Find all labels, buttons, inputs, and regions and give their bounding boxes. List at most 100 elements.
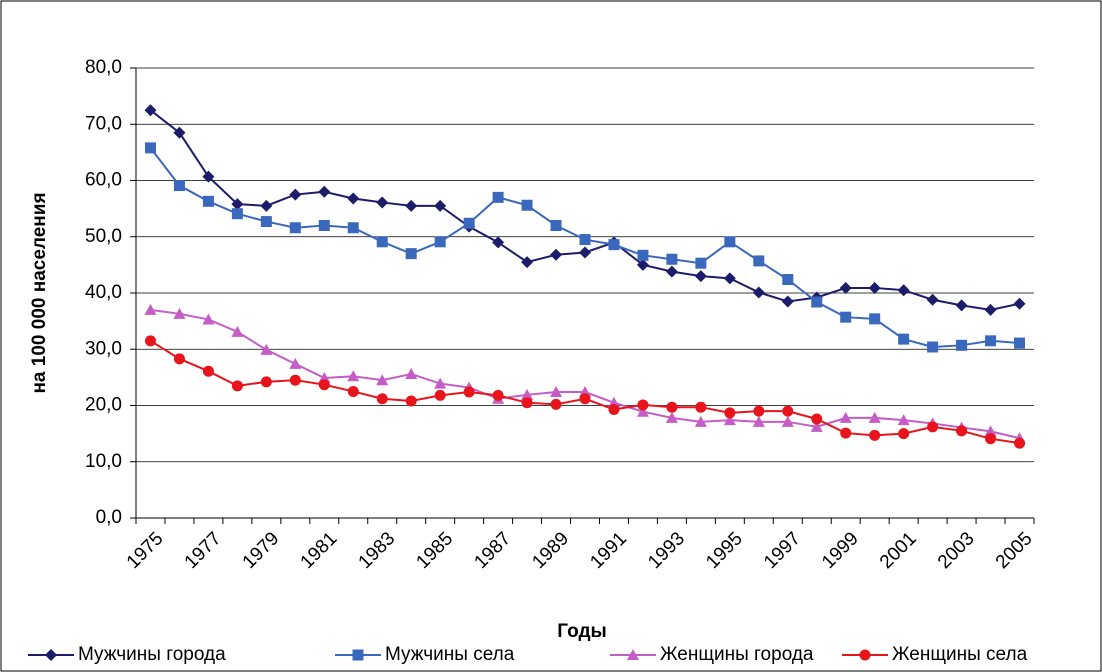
data-point: [289, 357, 302, 369]
data-point: [463, 386, 475, 398]
data-point: [463, 217, 475, 229]
data-point: [173, 126, 186, 139]
legend-label: Мужчины города: [78, 644, 226, 665]
data-point: [434, 389, 446, 401]
data-point: [665, 411, 678, 423]
data-point: [753, 255, 765, 267]
data-point: [347, 222, 359, 234]
data-point: [898, 333, 910, 345]
data-point: [579, 246, 591, 259]
data-point: [260, 199, 273, 212]
data-point: [434, 236, 446, 248]
data-point: [985, 335, 997, 347]
data-point: [376, 374, 389, 386]
legend-marker: [352, 649, 364, 661]
data-point: [376, 236, 388, 248]
data-point: [839, 411, 852, 423]
data-point: [347, 370, 360, 382]
data-point: [144, 104, 157, 117]
data-point: [666, 253, 678, 265]
data-point: [956, 339, 968, 351]
data-point: [695, 257, 707, 269]
legend-marker: [859, 649, 871, 661]
data-point: [927, 421, 939, 433]
x-axis-title: Годы: [557, 621, 606, 642]
data-point: [405, 395, 417, 407]
data-point: [550, 398, 562, 410]
data-point: [927, 341, 939, 353]
data-point: [723, 414, 736, 426]
data-point: [347, 385, 359, 397]
data-point: [173, 180, 185, 192]
data-point: [753, 405, 765, 417]
data-point: [868, 411, 881, 423]
data-point: [289, 188, 302, 201]
data-point: [289, 374, 301, 386]
data-point: [521, 397, 533, 409]
data-point: [144, 335, 156, 347]
data-point: [434, 377, 447, 389]
data-point: [405, 368, 418, 379]
data-point: [898, 428, 910, 440]
data-point: [811, 296, 823, 308]
y-tick-label: 0,0: [96, 507, 122, 528]
legend-label: Мужчины села: [385, 644, 515, 665]
data-point: [173, 307, 186, 319]
data-point: [289, 222, 301, 234]
data-point: [782, 274, 794, 285]
data-point: [782, 405, 794, 417]
data-point: [231, 325, 244, 337]
data-point: [173, 353, 185, 365]
data-point: [202, 195, 214, 207]
y-tick-label: 10,0: [85, 451, 122, 472]
data-point: [636, 258, 649, 271]
data-point: [492, 389, 504, 401]
data-point: [1014, 337, 1026, 349]
y-tick-label: 50,0: [85, 226, 122, 247]
data-point: [144, 142, 156, 154]
data-point: [840, 427, 852, 439]
data-point: [869, 429, 881, 441]
data-point: [724, 407, 736, 419]
y-tick-label: 80,0: [85, 57, 122, 78]
data-point: [985, 433, 997, 445]
data-point: [694, 415, 707, 427]
data-point: [666, 401, 678, 413]
data-point: [840, 311, 852, 323]
legend-marker: [627, 649, 639, 660]
data-point: [752, 415, 765, 427]
data-point: [434, 199, 447, 212]
data-point: [550, 220, 562, 231]
data-point: [724, 236, 736, 248]
data-point: [405, 248, 417, 260]
data-point: [260, 343, 273, 355]
data-point: [405, 199, 418, 212]
data-point: [550, 386, 563, 397]
data-point: [868, 281, 881, 294]
data-point: [694, 270, 707, 283]
data-point: [752, 286, 765, 299]
data-point: [144, 303, 157, 315]
data-point: [637, 249, 649, 261]
data-point: [492, 191, 504, 203]
data-point: [318, 379, 330, 391]
data-point: [1013, 297, 1026, 310]
data-point: [839, 281, 852, 294]
legend-label: Женщины города: [660, 644, 814, 665]
data-point: [723, 272, 736, 285]
data-point: [897, 414, 910, 426]
data-point: [1014, 437, 1026, 449]
data-point: [521, 256, 534, 269]
data-point: [492, 236, 505, 249]
data-point: [608, 403, 620, 415]
legend-label: Женщины села: [892, 644, 1028, 665]
data-point: [695, 401, 707, 413]
data-point: [811, 413, 823, 425]
data-point: [550, 248, 563, 261]
y-tick-label: 60,0: [85, 170, 122, 191]
data-point: [897, 284, 910, 297]
data-point: [636, 405, 649, 417]
y-tick-label: 70,0: [85, 113, 122, 134]
data-point: [376, 393, 388, 405]
data-point: [869, 313, 881, 325]
